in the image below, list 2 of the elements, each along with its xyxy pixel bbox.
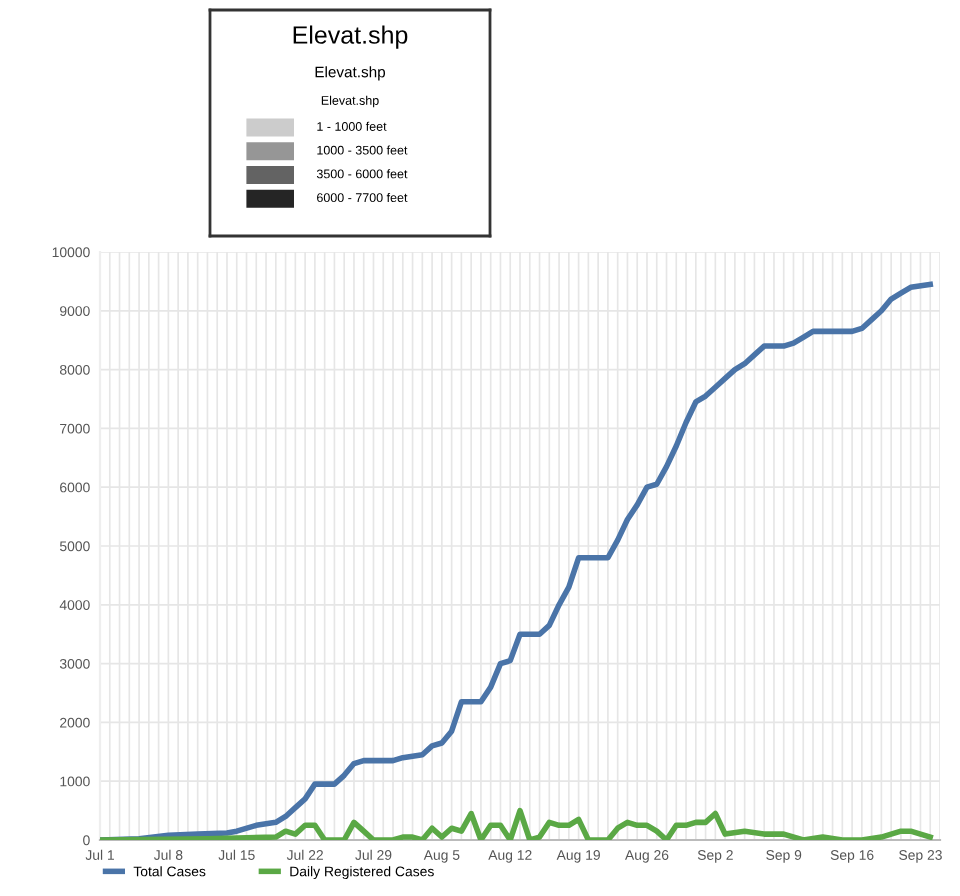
text: Elevat.shp — [293, 25, 408, 49]
line-series — [100, 807, 934, 840]
